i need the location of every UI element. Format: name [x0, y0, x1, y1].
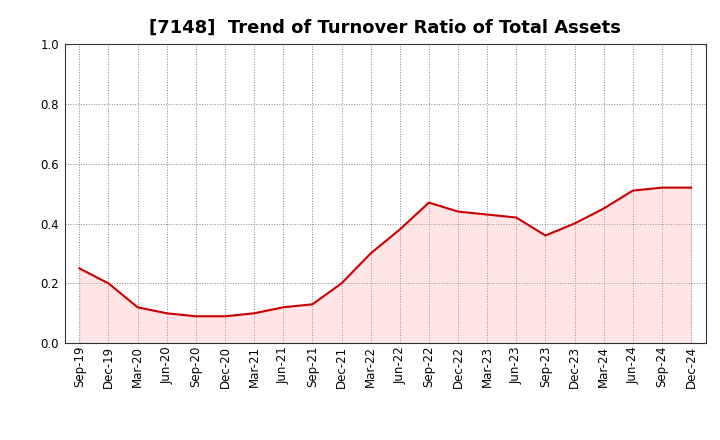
Title: [7148]  Trend of Turnover Ratio of Total Assets: [7148] Trend of Turnover Ratio of Total …	[149, 19, 621, 37]
